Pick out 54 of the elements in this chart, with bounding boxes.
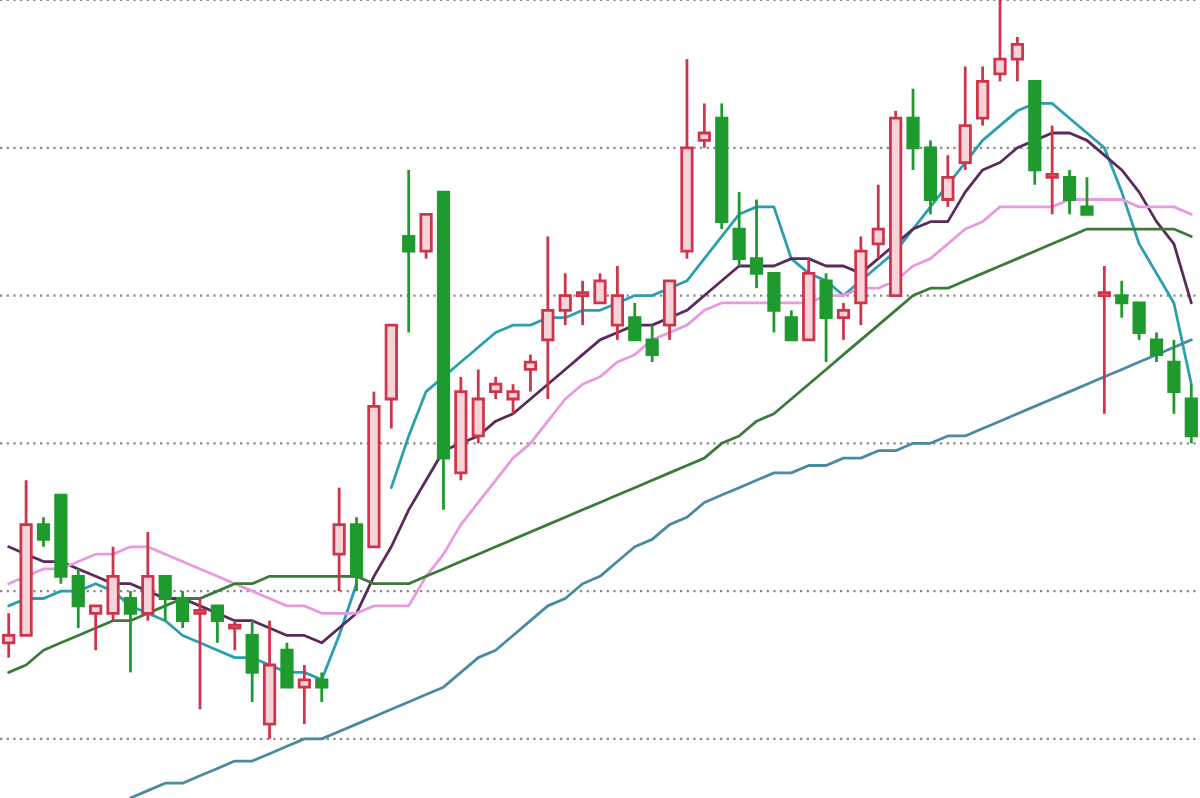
candlestick: [332, 486, 346, 593]
candlestick: [628, 301, 642, 342]
candlestick: [906, 87, 920, 172]
candlestick: [1080, 175, 1094, 216]
candlestick: [593, 272, 607, 305]
candlestick: [2, 611, 16, 659]
candlestick: [280, 641, 294, 689]
candlestick: [506, 382, 520, 416]
candlestick: [106, 545, 120, 623]
candlestick: [836, 301, 851, 342]
candlestick: [176, 589, 190, 630]
candlestick: [210, 604, 224, 645]
candlestick: [71, 567, 85, 630]
candlestick: [471, 368, 485, 445]
candlestick: [523, 353, 538, 393]
candlestick: [732, 190, 746, 268]
candlestick: [645, 323, 659, 364]
candlestick: [871, 183, 885, 260]
candlestick: [1010, 35, 1024, 83]
candlestick: [784, 308, 798, 342]
candlestick: [419, 212, 433, 260]
candlestick: [662, 279, 677, 342]
candlestick: [941, 153, 955, 209]
candlestick: [1132, 301, 1146, 342]
candlestick: [193, 597, 207, 711]
candlestick: [489, 375, 503, 401]
candlestick: [1184, 382, 1198, 445]
candlestick: [141, 530, 155, 623]
candlestick: [576, 279, 590, 327]
candlestick: [297, 663, 311, 726]
candlestick: [749, 198, 764, 290]
candlestick: [1149, 331, 1164, 364]
candlestick: [123, 589, 138, 674]
candlestick: [541, 235, 555, 401]
candlestick: [1097, 264, 1111, 416]
candlestick: [1062, 168, 1077, 216]
candlestick: [1115, 279, 1129, 320]
candlestick: [245, 619, 259, 704]
candlestick: [1045, 124, 1059, 216]
candlestick: [697, 102, 711, 150]
candlestick: [228, 619, 242, 652]
candlestick: [976, 65, 990, 127]
candlestick: [36, 515, 51, 549]
candlestick: [402, 168, 416, 334]
candlestick: [767, 272, 781, 334]
candlestick: [158, 574, 172, 623]
candlestick: [1167, 338, 1181, 416]
candlestick: [558, 272, 572, 327]
candlestick: [315, 671, 329, 704]
candlestick: [610, 264, 624, 342]
candlestick: [958, 65, 972, 172]
candlestick: [819, 272, 833, 364]
candlestick: [89, 604, 103, 652]
candlestick: [993, 0, 1007, 83]
